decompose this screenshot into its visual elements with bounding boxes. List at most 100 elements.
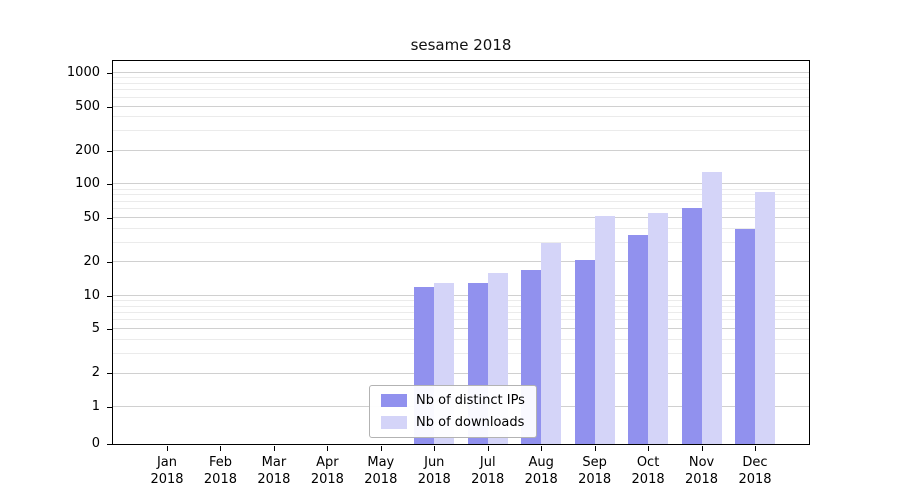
major-gridline: [113, 149, 809, 151]
minor-gridline: [113, 352, 809, 354]
y-tick-label: 0: [91, 436, 100, 451]
x-tick-label: Jun 2018: [399, 454, 469, 488]
x-tick-mark: [434, 446, 436, 451]
x-tick-month: Nov: [688, 455, 715, 470]
x-tick-label: Oct 2018: [613, 454, 683, 488]
x-tick-year: 2018: [364, 472, 398, 487]
y-tick-mark: [107, 373, 112, 375]
bar-downloads: [648, 213, 669, 444]
major-gridline: [113, 372, 809, 374]
bar-distinct-ips: [574, 259, 595, 444]
y-tick-mark: [107, 184, 112, 186]
y-tick-label: 1000: [66, 65, 100, 81]
x-tick-year: 2018: [150, 472, 184, 487]
y-tick-label: 1: [91, 399, 100, 414]
y-tick-mark: [107, 106, 112, 108]
x-tick-year: 2018: [417, 472, 451, 487]
y-tick-mark: [107, 295, 112, 297]
x-tick-mark: [273, 446, 275, 451]
legend-label: Nb of downloads: [416, 415, 525, 430]
x-tick-year: 2018: [203, 472, 237, 487]
x-tick-year: 2018: [578, 472, 612, 487]
y-tick-label: 50: [83, 209, 100, 225]
minor-gridline: [113, 305, 809, 307]
legend-entry: Nb of downloads: [381, 415, 525, 430]
x-tick-label: Sep 2018: [560, 454, 630, 488]
x-tick-mark: [541, 446, 543, 451]
y-tick-label: 200: [75, 142, 100, 158]
minor-gridline: [113, 194, 809, 196]
x-tick-mark: [327, 446, 329, 451]
bar-downloads: [594, 216, 615, 444]
x-tick-mark: [220, 446, 222, 451]
bar-downloads: [701, 171, 722, 444]
x-tick-mark: [594, 446, 596, 451]
chart-title: sesame 2018: [410, 36, 512, 54]
x-tick-year: 2018: [471, 472, 505, 487]
bar-downloads: [541, 242, 562, 444]
x-tick-mark: [648, 446, 650, 451]
x-tick-month: Feb: [208, 455, 232, 470]
y-tick-mark: [107, 329, 112, 331]
plot-area: Nb of distinct IPs Nb of downloads: [112, 60, 810, 445]
minor-gridline: [113, 82, 809, 84]
y-tick-label: 20: [83, 254, 100, 270]
x-tick-month: Dec: [742, 455, 768, 470]
bar-distinct-ips: [628, 235, 649, 444]
x-tick-label: Dec 2018: [720, 454, 790, 488]
y-tick-mark: [107, 407, 112, 408]
major-gridline: [113, 105, 809, 107]
legend-label: Nb of distinct IPs: [416, 393, 525, 408]
x-tick-label: Feb 2018: [185, 454, 255, 488]
y-tick-label: 10: [83, 287, 100, 303]
x-tick-month: Jun: [424, 455, 445, 470]
major-gridline: [113, 328, 809, 330]
y-tick-mark: [107, 73, 112, 75]
legend: Nb of distinct IPs Nb of downloads: [369, 385, 537, 438]
minor-gridline: [113, 130, 809, 132]
x-tick-year: 2018: [738, 472, 772, 487]
legend-swatch: [381, 394, 407, 407]
x-tick-month: Apr: [316, 455, 339, 470]
x-tick-mark: [167, 446, 168, 451]
y-tick-label: 2: [91, 365, 100, 381]
x-tick-year: 2018: [524, 472, 558, 487]
y-tick-mark: [107, 217, 112, 219]
legend-swatch: [381, 416, 407, 429]
x-tick-mark: [701, 446, 703, 451]
x-tick-month: Aug: [528, 455, 554, 470]
minor-gridline: [113, 116, 809, 118]
minor-gridline: [113, 227, 809, 229]
major-gridline: [113, 183, 809, 185]
x-tick-mark: [487, 446, 489, 451]
x-tick-month: Sep: [582, 455, 607, 470]
minor-gridline: [113, 188, 809, 190]
y-tick-label: 5: [91, 321, 100, 337]
x-tick-month: May: [367, 455, 395, 470]
y-tick-mark: [107, 444, 112, 445]
minor-gridline: [113, 319, 809, 321]
y-tick-mark: [107, 262, 112, 264]
minor-gridline: [113, 339, 809, 340]
bar-distinct-ips: [681, 207, 702, 444]
y-tick-label: 100: [75, 176, 100, 192]
minor-gridline: [113, 89, 809, 91]
minor-gridline: [113, 208, 809, 210]
x-tick-label: Jul 2018: [453, 454, 523, 488]
x-tick-label: Jan 2018: [132, 454, 202, 488]
x-tick-label: Apr 2018: [292, 454, 362, 488]
y-tick-mark: [107, 150, 112, 152]
x-tick-mark: [755, 446, 756, 451]
major-gridline: [113, 261, 809, 263]
x-tick-label: Nov 2018: [667, 454, 737, 488]
x-tick-year: 2018: [310, 472, 344, 487]
x-tick-year: 2018: [257, 472, 291, 487]
y-axis: 0 1 2 5 10 20 50 100 200 500 1000: [0, 60, 112, 451]
bar-downloads: [755, 192, 775, 444]
minor-gridline: [113, 200, 809, 202]
major-gridline: [113, 294, 809, 296]
major-gridline: [113, 216, 809, 218]
x-tick-label: Mar 2018: [239, 454, 309, 488]
x-tick-year: 2018: [684, 472, 719, 487]
x-tick-month: Mar: [261, 455, 287, 470]
